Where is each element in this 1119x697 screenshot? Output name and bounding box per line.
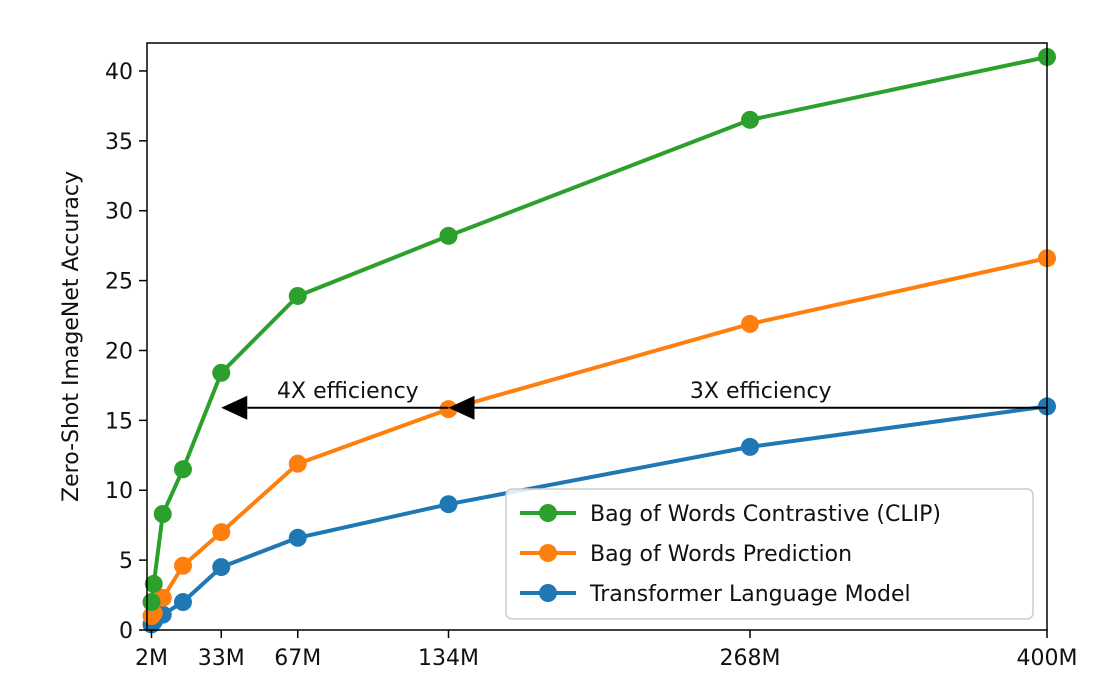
efficiency-label: 4X efficiency bbox=[277, 379, 419, 404]
data-point bbox=[153, 504, 172, 523]
y-tick-label: 5 bbox=[119, 549, 133, 574]
y-tick-label: 25 bbox=[105, 270, 133, 295]
legend-box bbox=[505, 488, 1034, 620]
legend-entry-0: Bag of Words Contrastive (CLIP) bbox=[520, 502, 941, 527]
x-tick-label: 2M bbox=[135, 646, 168, 671]
data-point bbox=[174, 593, 192, 612]
axes-frame bbox=[146, 42, 1048, 631]
annotation-layer: 4X efficiency 3X efficiency bbox=[221, 379, 1047, 420]
plot-layer bbox=[142, 47, 1056, 634]
axes-layer: 0 5 10 15 20 25 30 35 40 2M 33M 67M 134M 268M 400M bbox=[105, 42, 1078, 671]
x-tick-label: 400M bbox=[1017, 646, 1078, 671]
data-point bbox=[288, 454, 307, 473]
arrow-head bbox=[221, 395, 248, 420]
legend-label: Bag of Words Contrastive (CLIP) bbox=[590, 502, 941, 527]
y-axis-label: Zero-Shot ImageNet Accuracy bbox=[59, 171, 84, 502]
legend-label: Transformer Language Model bbox=[589, 582, 911, 607]
y-tick-label: 20 bbox=[105, 339, 133, 364]
y-tick-label: 40 bbox=[105, 60, 133, 85]
data-point bbox=[144, 574, 163, 593]
y-tick-label: 0 bbox=[119, 619, 133, 644]
x-tick-label: 67M bbox=[274, 646, 321, 671]
legend-label: Bag of Words Prediction bbox=[590, 542, 852, 567]
y-tick-label: 15 bbox=[105, 409, 133, 434]
y-tick-label: 10 bbox=[105, 479, 133, 504]
arrow-head bbox=[448, 395, 475, 420]
legend: Bag of Words Contrastive (CLIP) Bag of Wo… bbox=[505, 488, 1034, 620]
legend-marker bbox=[539, 544, 557, 562]
legend-marker bbox=[539, 584, 557, 602]
data-point bbox=[212, 523, 231, 542]
legend-entry-1: Bag of Words Prediction bbox=[520, 542, 852, 567]
y-tick-label: 35 bbox=[105, 130, 133, 155]
x-tick-label: 134M bbox=[418, 646, 479, 671]
legend-entry-2: Transformer Language Model bbox=[520, 582, 911, 607]
data-point bbox=[212, 558, 231, 577]
efficiency-annotation-1: 3X efficiency bbox=[448, 379, 1047, 420]
data-point bbox=[439, 226, 458, 245]
legend-marker bbox=[539, 504, 557, 522]
efficiency-label: 3X efficiency bbox=[690, 379, 832, 404]
x-tick-label: 33M bbox=[198, 646, 245, 671]
data-point bbox=[174, 556, 192, 575]
efficiency-annotation-0: 4X efficiency bbox=[221, 379, 449, 420]
data-point bbox=[142, 593, 161, 612]
data-point bbox=[741, 110, 759, 129]
data-point bbox=[741, 314, 759, 333]
y-tick-label: 30 bbox=[105, 200, 133, 225]
data-point bbox=[174, 460, 192, 479]
data-point bbox=[288, 286, 307, 305]
data-point bbox=[439, 495, 458, 514]
data-point bbox=[741, 437, 759, 456]
data-point bbox=[439, 400, 458, 419]
x-tick-label: 268M bbox=[720, 646, 781, 671]
data-point bbox=[212, 363, 231, 382]
data-point bbox=[288, 528, 307, 547]
